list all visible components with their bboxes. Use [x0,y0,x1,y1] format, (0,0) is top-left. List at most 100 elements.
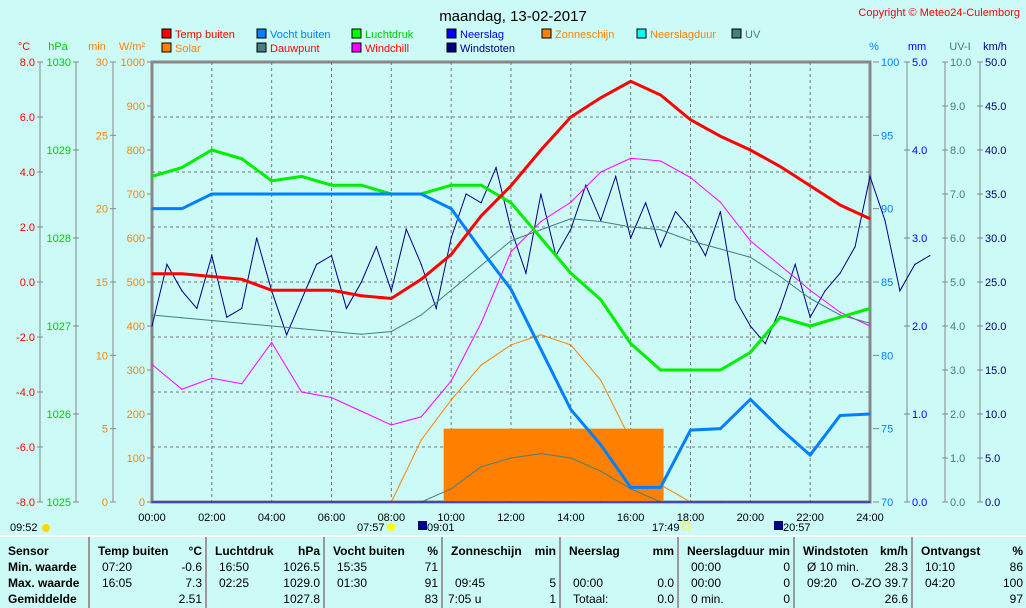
temp-line-point [300,289,303,291]
axis-tick-label: 1026 [47,409,71,421]
rain-line-point [211,501,213,503]
axis-tick-label: 100 [127,453,145,465]
sunshine-bar [453,428,460,502]
axis-tick-label: 25.0 [985,277,1006,289]
windchill-line-point [330,396,333,399]
dewpoint-line-point [151,314,153,316]
axis-tick-label: 1027 [47,321,71,333]
gusts-point [286,334,288,336]
dewpoint-line-point [630,226,632,228]
temp-line-point [450,253,452,256]
humidity-line-point [420,193,422,195]
humidity-line-point [450,208,452,210]
axis-tick-label: 10 [96,350,108,362]
gusts-point [899,290,901,292]
axis-tick-label: 1029 [47,145,71,157]
axis-tick-label: 25 [96,130,108,142]
windchill-line-point [839,311,841,313]
column-unit: mm [652,544,674,558]
dewpoint-line-point [181,317,183,319]
sunshine-bar [533,428,539,502]
windchill-line-point [181,388,183,390]
windchill-line-point [689,176,692,179]
legend-label: Neerslagduur [650,29,716,41]
cell-value: 71 [424,560,438,574]
axis-tick-label: 6.0 [950,233,965,245]
solar-line-point [540,334,542,336]
legend-label: Zonneschijn [555,29,614,41]
windchill-line-point [420,416,422,418]
legend-label: Solar [175,43,201,55]
gusts-point [824,290,826,292]
humidity-line-point [480,249,482,251]
solar-line-point [420,439,422,441]
gusts-point [315,263,318,265]
rain-line-point [510,501,512,503]
column-unit: °C [188,544,202,558]
axis-tick-label: 90 [881,204,893,216]
axis-tick-label: 1000 [121,57,145,69]
gusts-point [480,202,482,204]
axis-tick-label: 5.0 [912,57,927,69]
humidity-line-point [809,454,811,456]
pressure-line-point [630,343,632,345]
gusts-point [779,307,781,309]
column-header: Vocht buiten [333,544,405,558]
axis-tick-label: 4.0 [20,167,35,179]
legend-label: Windchill [365,43,409,55]
windchill-line-point [869,325,871,327]
copyright: Copyright © Meteo24-Culemborg [858,7,1020,19]
axis-unit: min [88,41,106,53]
cell-value: 83 [424,592,438,606]
gusts-point [181,290,183,292]
weather-chart: maandag, 13-02-2017 Copyright © Meteo24-… [10,7,1020,534]
windchill-line-point [360,410,363,412]
gusts-point [300,299,303,301]
humidity-line-point [151,208,153,210]
gusts-point [854,246,856,248]
pressure-line-point [869,307,871,309]
legend-swatch [256,42,267,53]
axis-tick-label: 5.0 [950,277,965,289]
cell-value: 1029.0 [283,576,320,590]
dewpoint-line-point [420,314,422,316]
temp-line-point [540,149,542,151]
cell-time: 02:25 [219,576,250,590]
sunshine-bar [558,428,564,502]
dewpoint-line-point [659,229,662,231]
legend-swatch [161,28,172,39]
dewpoint-line-point [809,297,811,300]
moonrise-time: 09:01 [427,522,455,534]
column-header: Neerslag [569,544,620,558]
uv-line-point [480,466,482,468]
pressure-line-point [360,184,363,186]
rain-line-point [420,501,422,503]
cell-value: 0.0 [657,576,674,590]
sunshine-bar [508,428,514,502]
temp-line-point [809,185,811,187]
pressure-line-point [689,369,692,371]
rain-line-point [540,501,542,503]
gusts-point [390,290,392,292]
sunshine-bar [458,428,465,502]
temp-line-point [510,185,512,187]
legend-swatch [636,28,647,39]
windchill-line-point [300,391,303,393]
moonrise-icon [418,521,427,530]
uv-line-point [510,457,512,459]
row-label: Max. waarde [8,576,80,590]
dewpoint-line-point [540,229,542,231]
x-tick-label: 22:00 [796,512,824,524]
gusts-point [151,325,153,327]
cell-value: 1027.8 [283,592,320,606]
humidity-line-point [839,414,841,417]
gusts-point [420,263,422,265]
humidity-line-point [749,398,751,400]
axis-tick-label: 7.0 [950,189,965,201]
x-tick-label: 12:00 [497,512,525,524]
temp-line-point [241,278,243,280]
table-column: Luchtdruk hPa 16:50 1026.5 02:25 1029.0 1027.8 [205,537,325,608]
temp-line-point [480,215,482,217]
pressure-line-point [839,316,841,318]
sunshine-bar [643,428,649,502]
